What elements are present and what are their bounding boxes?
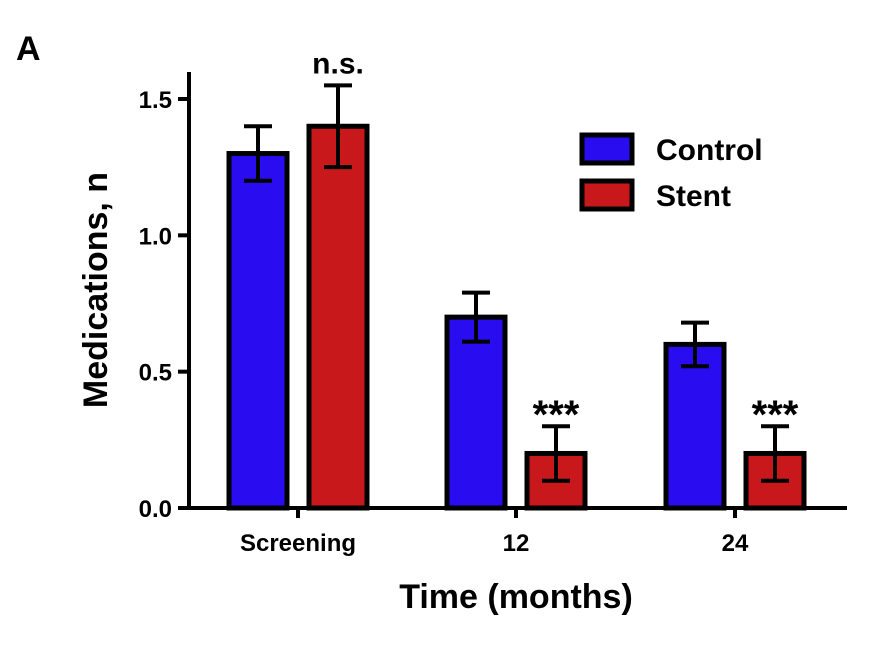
y-tick-label: 1.5 [139, 87, 172, 114]
legend: Control Stent [579, 132, 763, 213]
y-axis-title: Medications, n [77, 172, 115, 408]
panel-label: A [16, 30, 41, 68]
legend-label-control: Control [656, 134, 763, 167]
significance-label: *** [533, 393, 580, 437]
bar-control-screening [226, 151, 290, 511]
bar-stent-screening [306, 123, 370, 511]
annotations-layer: n.s. *** *** [312, 47, 799, 437]
y-tick-label: 0.0 [139, 496, 172, 523]
bar-control-24 [663, 341, 727, 511]
legend-label-stent: Stent [656, 180, 731, 213]
y-tick-label: 1.0 [139, 223, 172, 250]
x-tick-label: 12 [503, 530, 530, 557]
significance-label: n.s. [312, 47, 364, 80]
error-bars-layer [244, 83, 789, 483]
legend-swatch-control [579, 132, 635, 166]
significance-label: *** [752, 393, 799, 437]
x-axis-title: Time (months) [399, 578, 633, 616]
bar-control-12 [444, 314, 508, 511]
x-tick-label: 24 [722, 530, 749, 557]
y-ticks-layer: 0.0 0.5 1.0 1.5 [139, 87, 189, 523]
x-ticks-layer: Screening 12 24 [240, 508, 749, 557]
y-tick-label: 0.5 [139, 360, 172, 387]
x-tick-label: Screening [240, 530, 356, 557]
legend-swatch-stent [579, 178, 635, 212]
